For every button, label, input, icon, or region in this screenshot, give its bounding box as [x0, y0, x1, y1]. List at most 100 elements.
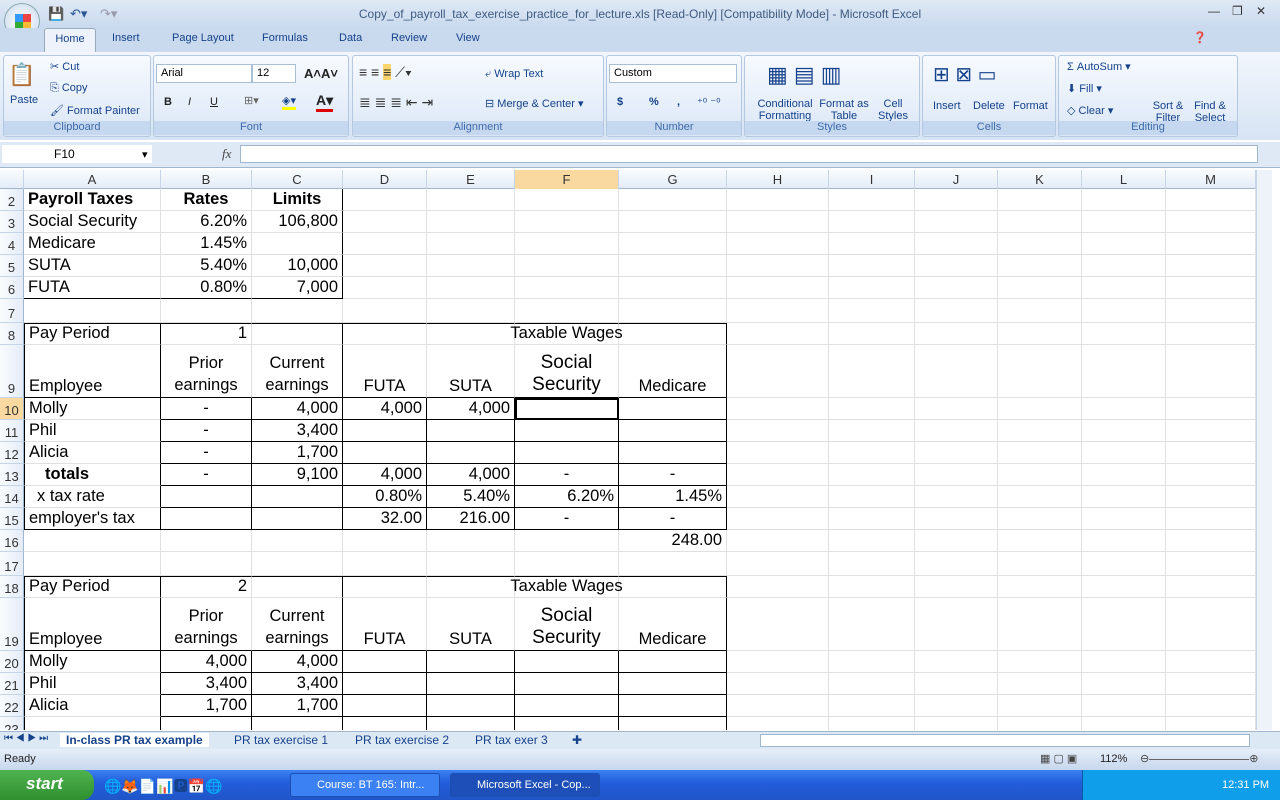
cell-H10[interactable]: [727, 398, 829, 420]
cell-L14[interactable]: [1082, 486, 1166, 508]
cell-A4[interactable]: Medicare: [24, 233, 161, 255]
view-buttons[interactable]: ▦ ▢ ▣: [1040, 753, 1078, 765]
currency-button[interactable]: $: [617, 96, 624, 108]
cell-D14[interactable]: 0.80%: [343, 486, 427, 508]
quick-launch-icons[interactable]: 🌐🦊📄📊🅿📅🌐: [104, 778, 223, 794]
cell-C5[interactable]: 10,000: [252, 255, 343, 277]
cell-D16[interactable]: [343, 530, 427, 552]
taskbar-item-browser[interactable]: Course: BT 165: Intr...: [290, 773, 440, 797]
cell-M4[interactable]: [1166, 233, 1256, 255]
cell-G20[interactable]: [619, 651, 727, 673]
cell-H3[interactable]: [727, 211, 829, 233]
cell-E20[interactable]: [427, 651, 515, 673]
cell-D21[interactable]: [343, 673, 427, 695]
cell-L13[interactable]: [1082, 464, 1166, 486]
cell-D20[interactable]: [343, 651, 427, 673]
cell-A13[interactable]: totals: [24, 464, 161, 486]
cell-B3[interactable]: 6.20%: [161, 211, 252, 233]
cell-L12[interactable]: [1082, 442, 1166, 464]
row-header-18[interactable]: 18: [0, 576, 24, 598]
cell-E7[interactable]: [427, 299, 515, 323]
cell-G22[interactable]: [619, 695, 727, 717]
cell-L18[interactable]: [1082, 576, 1166, 598]
cell-K5[interactable]: [998, 255, 1082, 277]
cell-B23[interactable]: [161, 717, 252, 730]
cell-B14[interactable]: [161, 486, 252, 508]
row-header-10[interactable]: 10: [0, 398, 24, 420]
cell-A8[interactable]: Pay Period: [24, 323, 161, 345]
cell-G21[interactable]: [619, 673, 727, 695]
cell-E2[interactable]: [427, 189, 515, 211]
sheet-nav-icons[interactable]: ⏮ ◀ ▶ ⏭: [4, 733, 49, 744]
cell-E17[interactable]: [427, 552, 515, 576]
cell-D6[interactable]: [343, 277, 427, 299]
cell-F12[interactable]: [515, 442, 619, 464]
cell-K4[interactable]: [998, 233, 1082, 255]
cell-B21[interactable]: 3,400: [161, 673, 252, 695]
cell-A2[interactable]: Payroll Taxes: [24, 189, 161, 211]
start-button[interactable]: start: [0, 770, 94, 800]
tab-home[interactable]: Home: [44, 28, 96, 52]
cell-G18[interactable]: [619, 576, 727, 598]
cell-C3[interactable]: 106,800: [252, 211, 343, 233]
cell-E6[interactable]: [427, 277, 515, 299]
cell-D3[interactable]: [343, 211, 427, 233]
cell-J7[interactable]: [915, 299, 998, 323]
cell-J5[interactable]: [915, 255, 998, 277]
cell-D15[interactable]: 32.00: [343, 508, 427, 530]
cell-F5[interactable]: [515, 255, 619, 277]
cell-K10[interactable]: [998, 398, 1082, 420]
cell-I9[interactable]: [829, 345, 915, 398]
cell-G13[interactable]: -: [619, 464, 727, 486]
cell-E23[interactable]: [427, 717, 515, 730]
cell-E8[interactable]: [427, 323, 515, 345]
cell-H15[interactable]: [727, 508, 829, 530]
cell-L11[interactable]: [1082, 420, 1166, 442]
row-header-14[interactable]: 14: [0, 486, 24, 508]
cell-D23[interactable]: [343, 717, 427, 730]
column-header-K[interactable]: K: [998, 170, 1082, 189]
tab-review[interactable]: Review: [391, 32, 428, 44]
cell-B16[interactable]: [161, 530, 252, 552]
cell-F18[interactable]: Taxable Wages: [510, 576, 623, 598]
undo-icon[interactable]: ↶▾: [70, 6, 88, 21]
fill-color-icon[interactable]: ◈▾: [282, 94, 296, 110]
cell-J13[interactable]: [915, 464, 998, 486]
cell-L4[interactable]: [1082, 233, 1166, 255]
tab-formulas[interactable]: Formulas: [262, 32, 308, 44]
cell-A7[interactable]: [24, 299, 161, 323]
cell-M16[interactable]: [1166, 530, 1256, 552]
cell-H13[interactable]: [727, 464, 829, 486]
cell-C16[interactable]: [252, 530, 343, 552]
cell-E19[interactable]: SUTA: [427, 598, 515, 651]
row-header-4[interactable]: 4: [0, 233, 24, 255]
cell-M20[interactable]: [1166, 651, 1256, 673]
cell-C14[interactable]: [252, 486, 343, 508]
cell-J20[interactable]: [915, 651, 998, 673]
cell-I4[interactable]: [829, 233, 915, 255]
cell-L3[interactable]: [1082, 211, 1166, 233]
cell-J21[interactable]: [915, 673, 998, 695]
cell-D19[interactable]: FUTA: [343, 598, 427, 651]
cell-L8[interactable]: [1082, 323, 1166, 345]
cell-K23[interactable]: [998, 717, 1082, 730]
cell-F7[interactable]: [515, 299, 619, 323]
cell-B10[interactable]: -: [161, 398, 252, 420]
cell-I14[interactable]: [829, 486, 915, 508]
close-button[interactable]: ✕: [1256, 4, 1267, 18]
wrap-text-button[interactable]: ⤶ Wrap Text: [485, 68, 544, 80]
cell-K16[interactable]: [998, 530, 1082, 552]
cell-I8[interactable]: [829, 323, 915, 345]
cell-F13[interactable]: -: [515, 464, 619, 486]
cell-K6[interactable]: [998, 277, 1082, 299]
cell-F2[interactable]: [515, 189, 619, 211]
cell-I18[interactable]: [829, 576, 915, 598]
cell-I17[interactable]: [829, 552, 915, 576]
column-header-C[interactable]: C: [252, 170, 343, 189]
cell-L16[interactable]: [1082, 530, 1166, 552]
row-header-16[interactable]: 16: [0, 530, 24, 552]
cell-F6[interactable]: [515, 277, 619, 299]
cell-H21[interactable]: [727, 673, 829, 695]
column-header-J[interactable]: J: [915, 170, 998, 189]
cell-D10[interactable]: 4,000: [343, 398, 427, 420]
